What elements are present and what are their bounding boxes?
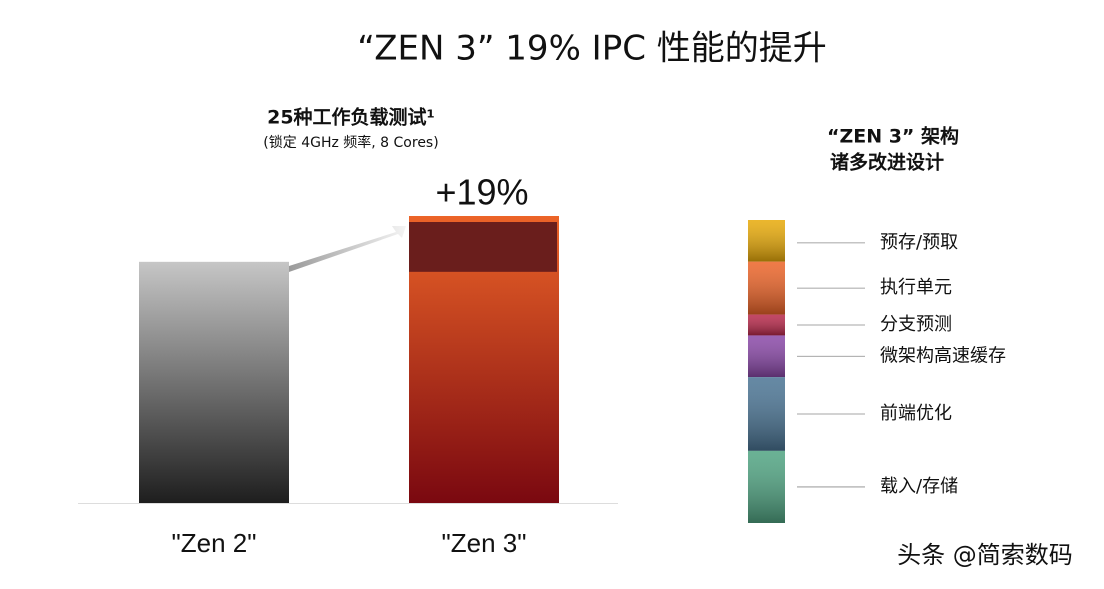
legend-label: 载入/存储: [880, 476, 958, 497]
legend-label: 执行单元: [880, 277, 952, 298]
watermark: 头条 @简索数码: [897, 541, 1073, 569]
chart-title: 25种工作负载测试¹: [267, 106, 435, 129]
legend-label: 前端优化: [880, 403, 952, 424]
segment-shade: [748, 261, 785, 315]
breakdown-title: 诸多改进设计: [830, 151, 944, 174]
increment-overlay: [409, 222, 557, 272]
x-tick-label: "Zen 2": [172, 528, 257, 558]
segment-shade: [748, 335, 785, 378]
legend-label: 预存/预取: [880, 232, 958, 253]
arrow: [289, 226, 406, 272]
bar: [139, 261, 289, 503]
x-tick-label: "Zen 3": [442, 528, 527, 558]
breakdown-title: “ZEN 3” 架构: [827, 125, 959, 148]
legend-label: 微架构高速缓存: [880, 345, 1006, 366]
slide-title: “ZEN 3” 19% IPC 性能的提升: [357, 29, 827, 69]
segment-shade: [748, 314, 785, 336]
annotation: +19%: [435, 172, 528, 213]
segment-shade: [748, 220, 785, 262]
legend-label: 分支预测: [880, 314, 952, 335]
segment-shade: [748, 377, 785, 451]
chart-subtitle: (锁定 4GHz 频率, 8 Cores): [263, 134, 438, 151]
segment-shade: [748, 450, 785, 523]
